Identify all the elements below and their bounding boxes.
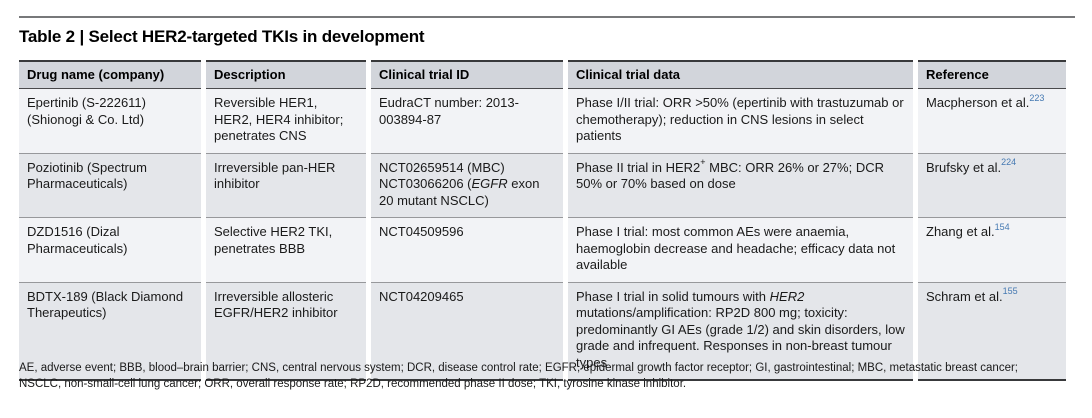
description-text: Reversible HER1, HER2, HER4 inhibitor; p…	[214, 95, 344, 143]
table-row-bdtx189: BDTX-189 (Black Diamond Therapeutics) Ir…	[19, 281, 1066, 381]
gene-name-italic: HER2	[769, 288, 805, 304]
trial-data-text: Phase I trial in solid tumours with	[576, 288, 770, 304]
trial-id-line2-text: NCT03066206 (	[379, 176, 472, 191]
reference-author-text: Zhang et al.	[926, 224, 995, 239]
column-header-description: Description	[206, 60, 366, 89]
her2-tki-table: Drug name (company) Description Clinical…	[14, 60, 1071, 381]
reference-author-text: Macpherson et al.	[926, 95, 1030, 110]
column-header-clinical-trial-data: Clinical trial data	[568, 60, 913, 89]
trial-id-text: NCT04509596	[379, 224, 464, 239]
abbreviations-footnote: AE, adverse event; BBB, blood–brain barr…	[19, 362, 1019, 390]
column-header-reference: Reference	[918, 60, 1066, 89]
cell-description: Irreversible allosteric EGFR/HER2 inhibi…	[206, 281, 366, 381]
reference-citation-link[interactable]: 155	[1002, 286, 1018, 297]
cell-description: Irreversible pan-HER inhibitor	[206, 152, 366, 217]
cell-reference: Brufsky et al.224	[918, 152, 1066, 217]
cell-drug-name: DZD1516 (Dizal Pharmaceuticals)	[19, 217, 201, 282]
trial-data-end-text: MBC: ORR 26% or 27%; DCR 50% or 70% base…	[576, 159, 884, 192]
cell-description: Reversible HER1, HER2, HER4 inhibitor; p…	[206, 89, 366, 153]
drug-name-text: BDTX-189 (Black Diamond Therapeutics)	[27, 288, 184, 321]
cell-drug-name: Poziotinib (Spectrum Pharmaceuticals)	[19, 152, 201, 217]
reference-citation-link[interactable]: 223	[1029, 92, 1045, 103]
trial-id-text: EudraCT number: 2013-003894-87	[379, 95, 519, 127]
table-header-row: Drug name (company) Description Clinical…	[19, 60, 1066, 89]
top-divider-rule	[19, 16, 1075, 18]
reference-citation-link[interactable]: 224	[1001, 157, 1017, 168]
cell-drug-name: Epertinib (S-222611) (Shionogi & Co. Ltd…	[19, 89, 201, 153]
reference-author-text: Brufsky et al.	[926, 159, 1002, 175]
table-row-dzd1516: DZD1516 (Dizal Pharmaceuticals) Selectiv…	[19, 217, 1066, 282]
description-text: Irreversible pan-HER inhibitor	[214, 159, 336, 192]
cell-reference: Zhang et al.154	[918, 217, 1066, 282]
cell-description: Selective HER2 TKI, penetrates BBB	[206, 217, 366, 282]
gene-name-italic: EGFR	[471, 176, 508, 191]
cell-trial-id: NCT04209465	[371, 281, 563, 381]
trial-id-line1-text: NCT02659514 (MBC)	[379, 159, 505, 175]
table-title: Table 2 | Select HER2-targeted TKIs in d…	[19, 27, 425, 46]
trial-data-text: Phase I trial: most common AEs were anae…	[576, 224, 896, 272]
trial-id-line2-end-text: exon 20 mutant NSCLC)	[379, 176, 540, 208]
column-header-clinical-trial-id: Clinical trial ID	[371, 60, 563, 89]
cell-trial-data: Phase I trial: most common AEs were anae…	[568, 217, 913, 282]
cell-trial-data: Phase I/II trial: ORR >50% (epertinib wi…	[568, 89, 913, 153]
cell-trial-data: Phase II trial in HER2+ MBC: ORR 26% or …	[568, 152, 913, 217]
table-row-poziotinib: Poziotinib (Spectrum Pharmaceuticals) Ir…	[19, 152, 1066, 217]
cell-trial-id: EudraCT number: 2013-003894-87	[371, 89, 563, 153]
trial-data-end-text: mutations/amplification: RP2D 800 mg; to…	[576, 305, 905, 370]
cell-reference: Macpherson et al.223	[918, 89, 1066, 153]
her2-positive-superscript: +	[700, 157, 706, 168]
drug-name-text: Epertinib (S-222611) (Shionogi & Co. Ltd…	[27, 95, 146, 127]
trial-id-text: NCT04209465	[379, 288, 464, 304]
cell-reference: Schram et al.155	[918, 281, 1066, 381]
cell-trial-id: NCT04509596	[371, 217, 563, 282]
drug-name-text: Poziotinib (Spectrum Pharmaceuticals)	[27, 159, 147, 192]
drug-name-text: DZD1516 (Dizal Pharmaceuticals)	[27, 224, 128, 256]
description-text: Irreversible allosteric EGFR/HER2 inhibi…	[214, 288, 338, 321]
column-header-drug-name: Drug name (company)	[19, 60, 201, 89]
reference-author-text: Schram et al.	[926, 288, 1003, 304]
description-text: Selective HER2 TKI, penetrates BBB	[214, 224, 333, 256]
reference-citation-link[interactable]: 154	[994, 221, 1010, 232]
trial-data-text: Phase I/II trial: ORR >50% (epertinib wi…	[576, 95, 904, 143]
table-row-epertinib: Epertinib (S-222611) (Shionogi & Co. Ltd…	[19, 89, 1066, 153]
cell-trial-id: NCT02659514 (MBC) NCT03066206 (EGFR exon…	[371, 152, 563, 217]
cell-drug-name: BDTX-189 (Black Diamond Therapeutics)	[19, 281, 201, 381]
trial-data-text: Phase II trial in HER2	[576, 159, 701, 175]
cell-trial-data: Phase I trial in solid tumours with HER2…	[568, 281, 913, 381]
